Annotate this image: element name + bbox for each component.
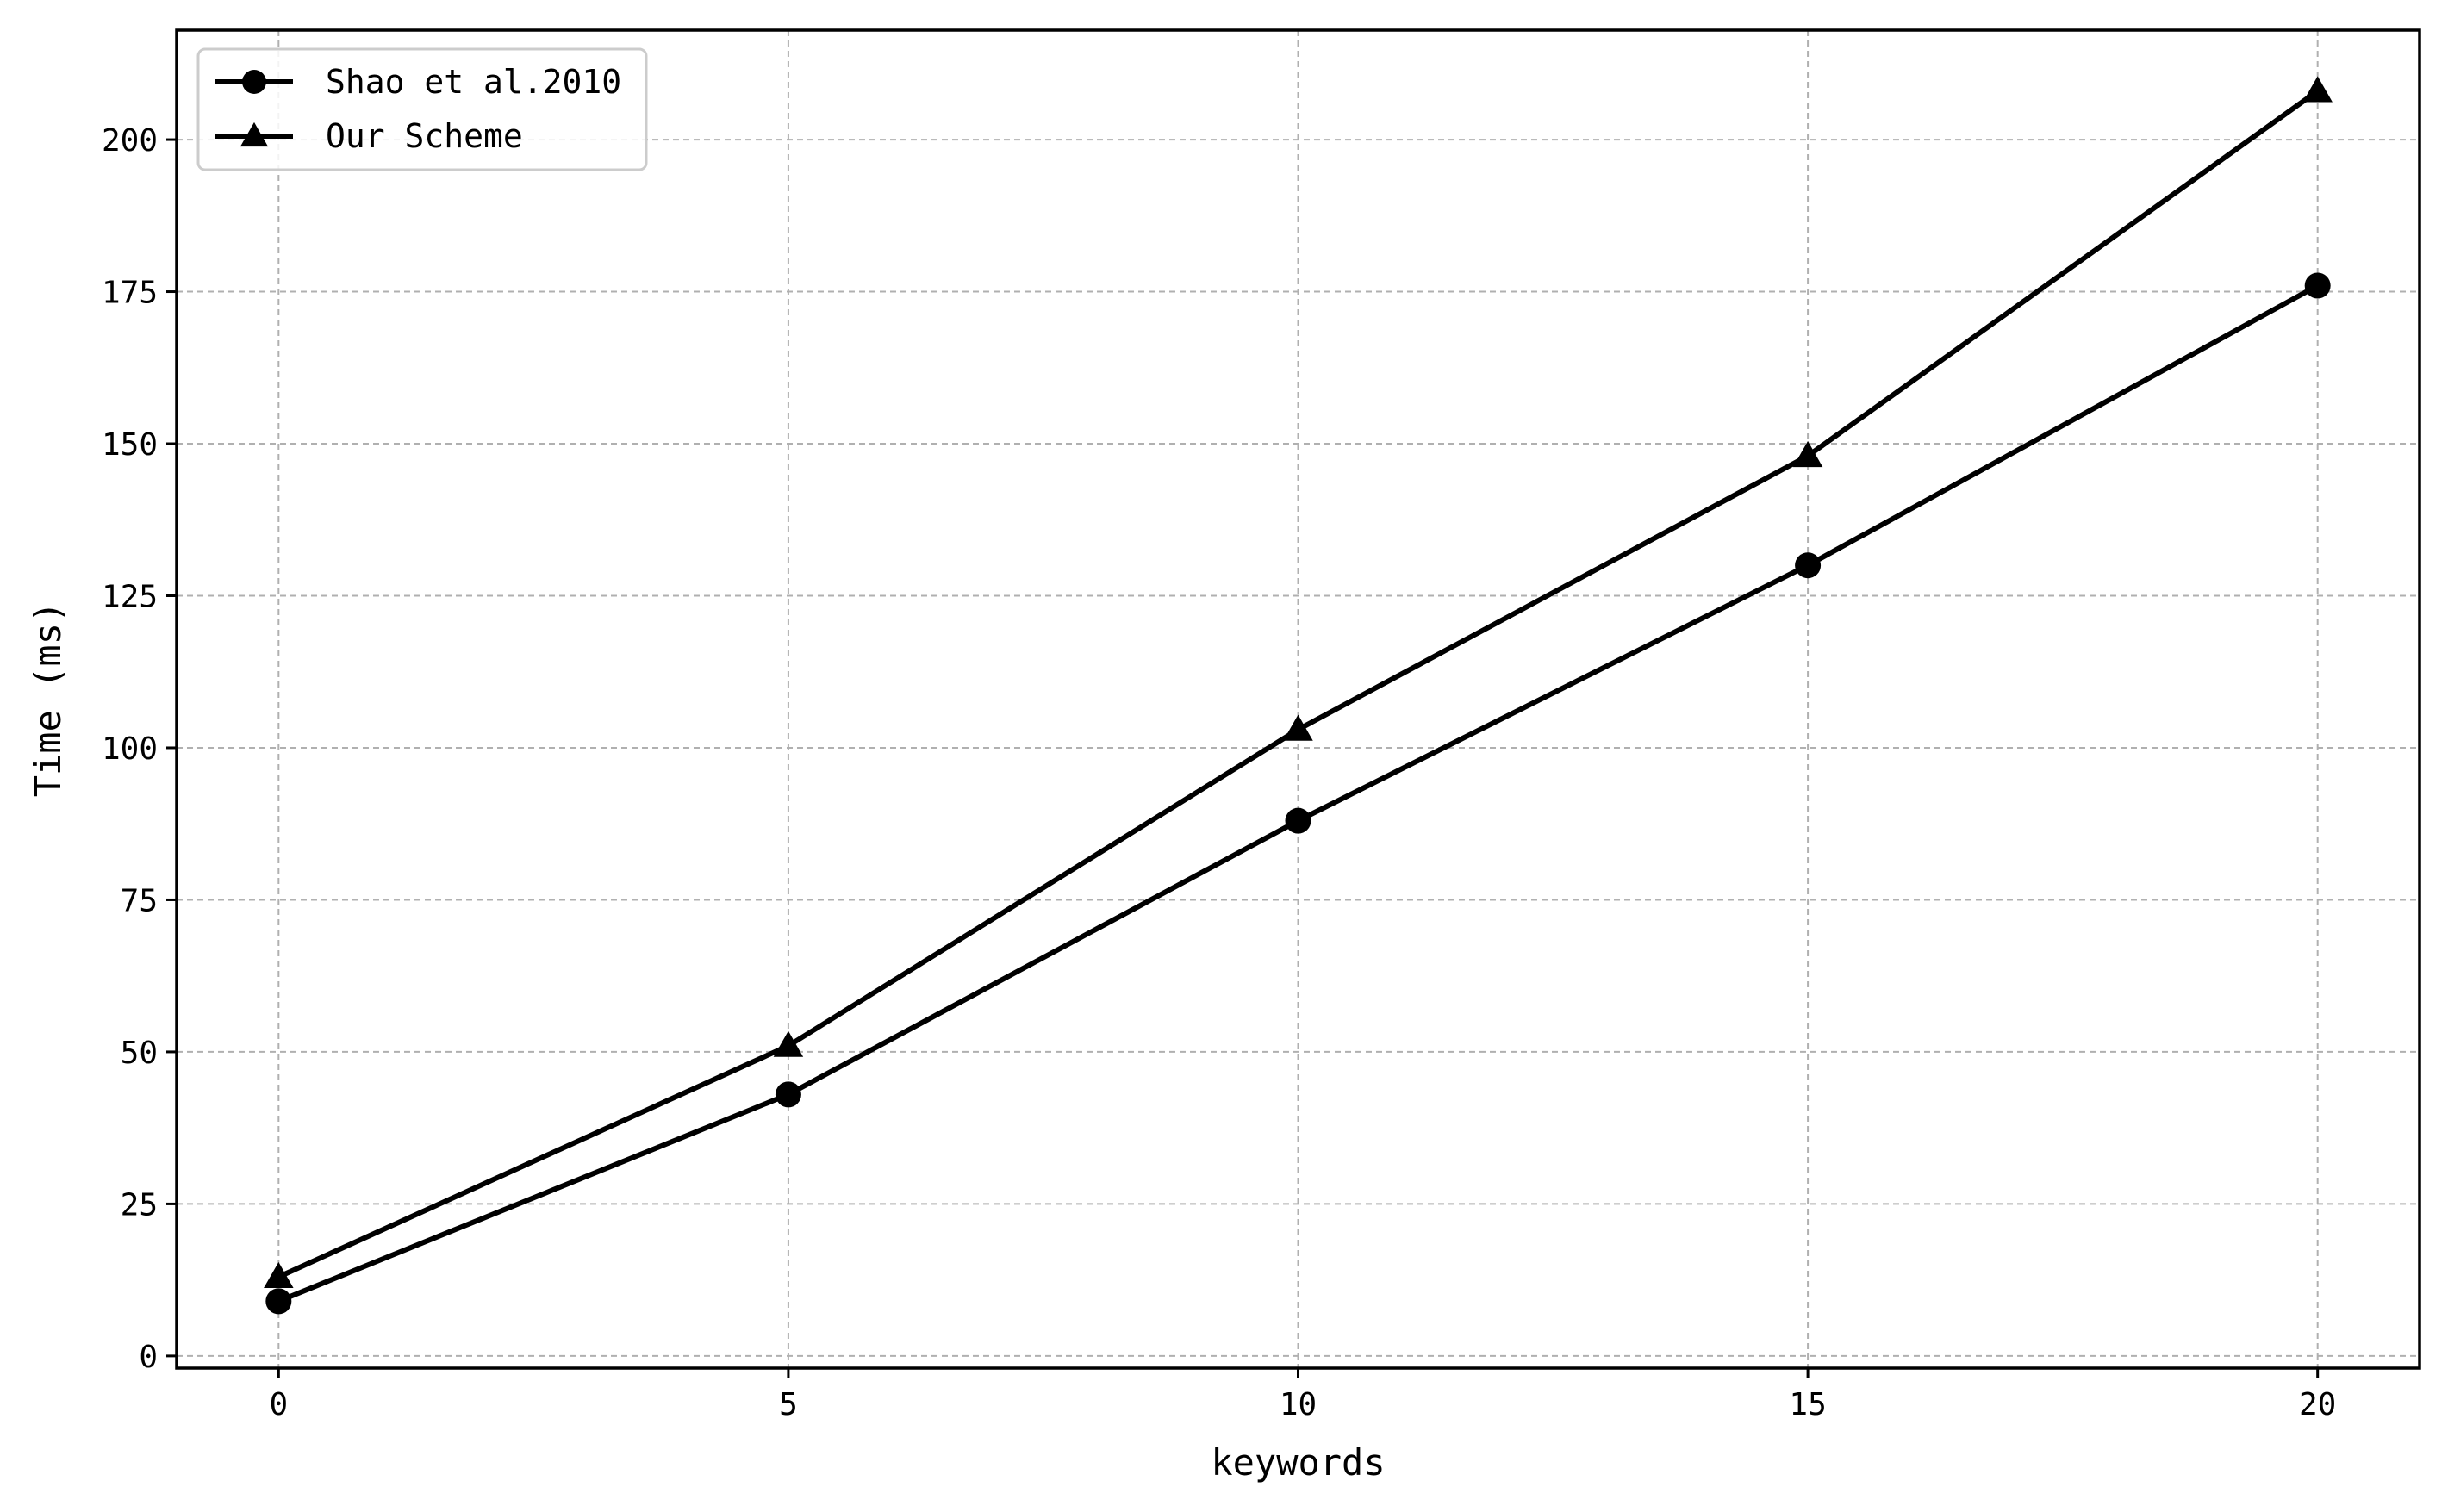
circle-point xyxy=(1795,552,1822,579)
grid xyxy=(177,30,2420,1368)
x-tick-label: 5 xyxy=(779,1387,798,1422)
circle-point xyxy=(1285,807,1311,834)
legend-box xyxy=(196,47,648,171)
circle-point xyxy=(775,1081,801,1108)
triangle-point xyxy=(2302,76,2333,103)
x-axis-label: keywords xyxy=(1211,1441,1385,1484)
y-tick-label: 175 xyxy=(102,276,158,311)
triangle-point xyxy=(773,1030,804,1057)
y-tick-label: 125 xyxy=(102,579,158,614)
triangle-point xyxy=(1283,714,1313,741)
y-axis-label: Time (ms) xyxy=(27,601,69,798)
circle-point xyxy=(265,1288,292,1315)
y-tick-label: 200 xyxy=(102,123,158,159)
legend-triangle-marker xyxy=(240,121,269,147)
triangle-point xyxy=(1792,440,1823,468)
legend-item: Shao et al.2010 xyxy=(215,63,621,101)
y-tick-label: 75 xyxy=(121,883,158,918)
x-tick-label: 0 xyxy=(269,1387,288,1422)
y-tick-label: 100 xyxy=(102,731,158,767)
legend-circle-marker xyxy=(242,70,266,94)
x-tick-label: 10 xyxy=(1280,1387,1317,1422)
series-triangle xyxy=(264,76,2333,1289)
legend: Shao et al.2010 Our Scheme xyxy=(196,47,648,171)
y-tick-label: 25 xyxy=(121,1187,158,1223)
legend-label: Shao et al.2010 xyxy=(326,63,621,101)
triangle-point xyxy=(264,1261,294,1289)
x-tick-label: 20 xyxy=(2299,1387,2336,1422)
y-tick-label: 0 xyxy=(139,1340,158,1375)
circle-point xyxy=(2304,272,2331,299)
x-tick-label: 15 xyxy=(1789,1387,1826,1422)
legend-item: Our Scheme xyxy=(215,117,523,155)
series-group xyxy=(264,76,2333,1315)
y-tick-label: 150 xyxy=(102,427,158,463)
y-tick-label: 50 xyxy=(121,1036,158,1071)
series-circle xyxy=(265,272,2331,1315)
legend-label: Our Scheme xyxy=(326,117,523,155)
